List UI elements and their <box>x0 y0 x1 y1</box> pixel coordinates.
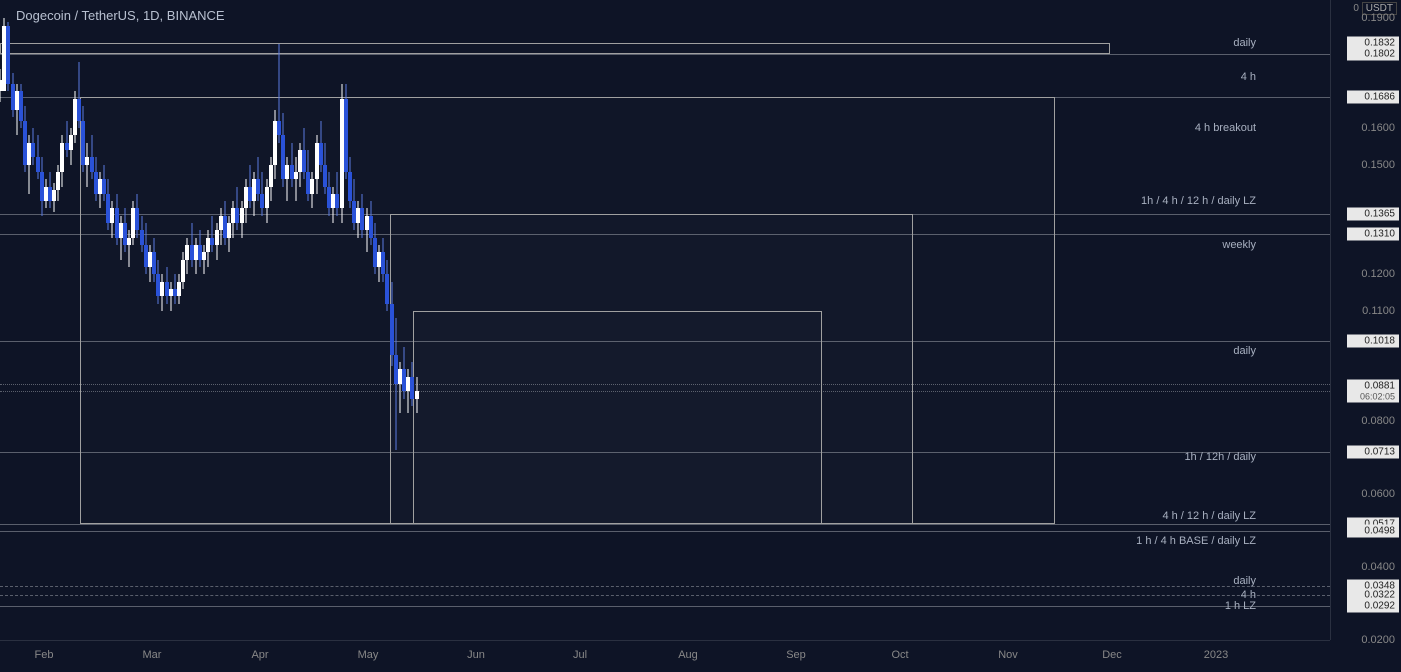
candle <box>31 128 35 165</box>
y-tick-level: 0.1365 <box>1347 207 1399 220</box>
level-label: 4 h <box>1241 71 1256 83</box>
level-label: daily <box>1233 37 1256 49</box>
x-tick: Nov <box>998 649 1018 661</box>
candle <box>285 157 289 201</box>
candle <box>335 172 339 216</box>
y-tick-level: 0.1802 <box>1347 48 1399 61</box>
candle <box>260 172 264 216</box>
y-tick-level: 0.0292 <box>1347 600 1399 613</box>
level-label: weekly <box>1222 239 1256 251</box>
y-tick: 0.0200 <box>1361 634 1395 646</box>
x-tick: Sep <box>786 649 806 661</box>
y-tick-level: 0.0498 <box>1347 525 1399 538</box>
y-tick-level: 0.1018 <box>1347 334 1399 347</box>
level-label: daily <box>1233 575 1256 587</box>
y-tick: 0.1100 <box>1362 305 1395 317</box>
candle <box>85 143 89 187</box>
x-tick: 2023 <box>1204 649 1228 661</box>
level-label: 1 h / 4 h BASE / daily LZ <box>1136 535 1256 547</box>
level-label: 4 h / 12 h / daily LZ <box>1162 510 1256 522</box>
level-label: 1h / 4 h / 12 h / daily LZ <box>1141 195 1256 207</box>
candle <box>160 274 164 311</box>
candle <box>210 216 214 253</box>
candle <box>6 22 10 91</box>
chart-title: Dogecoin / TetherUS, 1D, BINANCE <box>16 8 225 23</box>
candle <box>410 362 414 406</box>
y-tick: 0.1600 <box>1361 122 1395 134</box>
level-label: daily <box>1233 345 1256 357</box>
y-tick: 0.0600 <box>1361 488 1395 500</box>
y-axis: 0 USDT 0.19000.16000.15000.12000.11000.0… <box>1330 0 1401 640</box>
candle <box>185 238 189 275</box>
candle <box>415 377 419 414</box>
candle <box>110 201 114 238</box>
candle <box>60 135 64 186</box>
zone-box <box>0 43 1110 54</box>
y-tick: 0.0800 <box>1361 415 1395 427</box>
horizontal-level <box>0 606 1330 607</box>
horizontal-level <box>0 586 1330 587</box>
level-label: 1h / 12h / daily <box>1184 451 1256 463</box>
y-tick: 0.0400 <box>1361 561 1395 573</box>
horizontal-level <box>0 54 1330 55</box>
y-tick-level: 0.0713 <box>1347 446 1399 459</box>
x-tick: Dec <box>1102 649 1122 661</box>
y-tick-level: 0.1686 <box>1347 90 1399 103</box>
y-tick: 0.1500 <box>1361 159 1395 171</box>
x-tick: Mar <box>143 649 162 661</box>
level-label: 1 h LZ <box>1225 600 1256 612</box>
candle <box>135 194 139 238</box>
y-tick: 0.1200 <box>1361 268 1395 280</box>
candle <box>360 194 364 238</box>
chart-plot-area[interactable]: daily 4 h 4 h breakout 1h / 4 h / 12 h / da… <box>0 0 1330 640</box>
x-tick: May <box>358 649 379 661</box>
level-label: 4 h breakout <box>1195 122 1256 134</box>
x-tick: Apr <box>251 649 268 661</box>
x-tick: Jul <box>573 649 587 661</box>
horizontal-level <box>0 531 1330 532</box>
current-price-label: 0.088106:02:05 <box>1347 379 1399 402</box>
x-tick: Jun <box>467 649 485 661</box>
candle <box>310 172 314 209</box>
x-tick: Aug <box>678 649 698 661</box>
zone-box <box>413 311 822 524</box>
candle <box>235 187 239 231</box>
x-tick: Feb <box>35 649 54 661</box>
y-tick: 0.1900 <box>1361 12 1395 24</box>
x-tick: Oct <box>891 649 908 661</box>
x-axis: Feb Mar Apr May Jun Jul Aug Sep Oct Nov Dec 2023 <box>0 640 1330 672</box>
y-tick-level: 0.1310 <box>1347 228 1399 241</box>
candle <box>385 260 389 311</box>
horizontal-level <box>0 524 1330 525</box>
horizontal-level <box>0 595 1330 596</box>
